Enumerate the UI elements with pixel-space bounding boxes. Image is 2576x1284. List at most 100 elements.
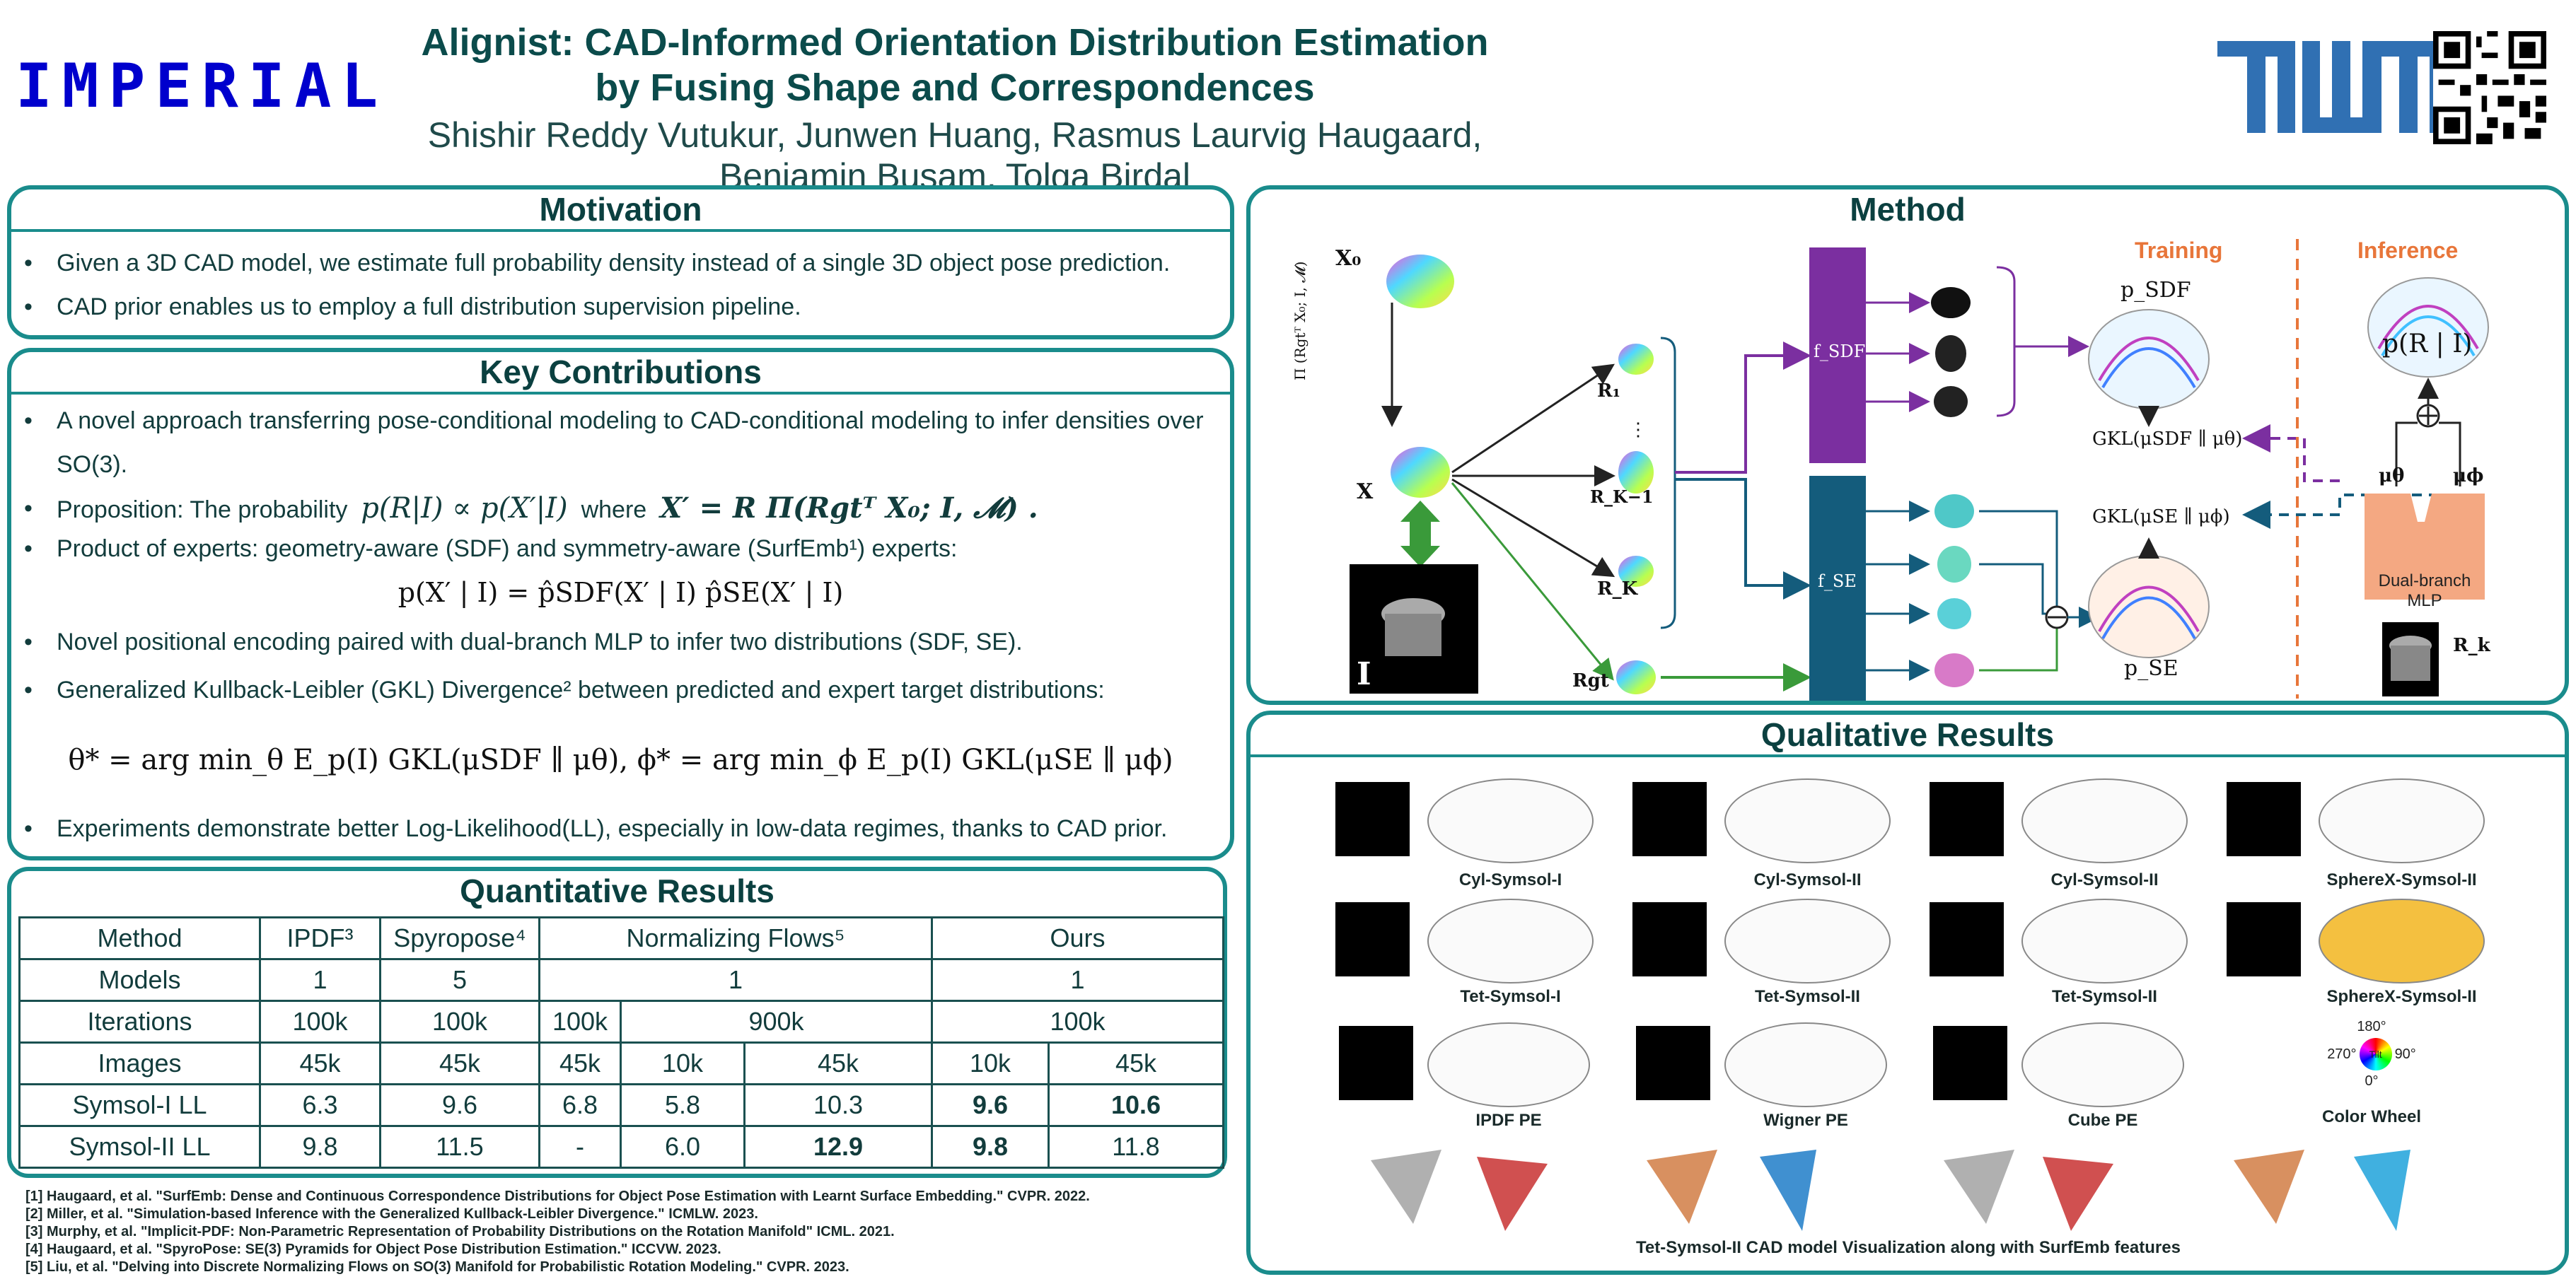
tetrahedron-surfemb — [2354, 1150, 2410, 1231]
table-cell: IPDF³ — [259, 916, 381, 960]
results-table: Method IPDF³ Spyropose⁴ Normalizing Flow… — [18, 916, 1224, 1169]
label-p-r-given-i: p(R | I) — [2382, 329, 2473, 358]
label-rk-1: R_K−1 — [1590, 486, 1654, 507]
contributions-title: Key Contributions — [11, 352, 1230, 395]
caption-tet-symsol-i: Tet-Symsol-I — [1460, 987, 1561, 1006]
reference-4: [4] Haugaard, et al. "SpyroPose: SE(3) P… — [25, 1242, 721, 1257]
projected-model-x — [1391, 447, 1450, 498]
label-mu-phi: μϕ — [2453, 465, 2484, 486]
label-x: X — [1357, 479, 1374, 504]
wheel-right-label: 90° — [2394, 1046, 2416, 1062]
tetrahedron-surfemb — [1760, 1150, 1816, 1231]
motivation-bullet-1: Given a 3D CAD model, we estimate full p… — [24, 246, 1241, 280]
qualitative-panel: Qualitative Results Cyl-Symsol-I Cyl-Sym… — [1246, 711, 2569, 1275]
label-r1: R₁ — [1597, 380, 1620, 402]
motivation-title: Motivation — [11, 189, 1230, 232]
table-cell: 5 — [379, 958, 540, 1002]
caption-tet-symsol-ii-b: Tet-Symsol-II — [2052, 987, 2157, 1006]
table-cell: 1 — [931, 958, 1224, 1002]
label-r-k: R_k — [2453, 635, 2490, 656]
method-diagram — [1350, 239, 2489, 701]
method-panel: Method — [1246, 185, 2569, 705]
label-mu-theta: μθ — [2379, 465, 2405, 486]
table-cell: 9.8 — [931, 1125, 1050, 1169]
label-x0: X₀ — [1335, 246, 1362, 271]
title-line-2: by Fusing Shape and Correspondences — [595, 66, 1315, 109]
mollweide-plot — [1427, 778, 1594, 863]
table-cell: 100k — [538, 1000, 622, 1044]
table-cell: Symsol-I LL — [18, 1083, 261, 1127]
contribution-bullet-4: Novel positional encoding paired with du… — [24, 625, 1226, 659]
sdf-distribution-sphere — [2088, 309, 2210, 409]
wheel-left-label: 270° — [2327, 1046, 2357, 1062]
table-cell: 100k — [379, 1000, 540, 1044]
table-cell: 9.8 — [259, 1125, 381, 1169]
tetrahedron-gray — [1944, 1150, 2014, 1224]
table-cell: 6.8 — [538, 1083, 622, 1127]
caption-color-wheel: Color Wheel — [2321, 1107, 2421, 1126]
table-cell: 9.6 — [931, 1083, 1050, 1127]
table-cell: 900k — [620, 1000, 933, 1044]
reference-1: [1] Haugaard, et al. "SurfEmb: Dense and… — [25, 1189, 1090, 1204]
reference-5: [5] Liu, et al. "Delving into Discrete N… — [25, 1259, 849, 1275]
thumb-sphere — [2227, 902, 2301, 976]
quantitative-panel: Quantitative Results Method IPDF³ Spyrop… — [7, 867, 1227, 1178]
table-cell: 10k — [931, 1041, 1050, 1085]
table-row: Models 1 5 1 1 — [18, 958, 1224, 1002]
thumb-tetrahedron — [1335, 902, 1410, 976]
table-cell: 1 — [259, 958, 381, 1002]
mlp-line-2: MLP — [2407, 591, 2442, 610]
qr-code-icon — [2433, 31, 2546, 144]
thumb-cube — [1636, 1026, 1710, 1100]
table-cell: Iterations — [18, 1000, 261, 1044]
imperial-logo: IMPERIAL — [16, 51, 388, 122]
tetrahedron-surfemb — [2043, 1157, 2113, 1231]
table-cell: 10k — [620, 1041, 745, 1085]
mollweide-plot — [2021, 1022, 2184, 1107]
table-cell: 6.0 — [620, 1125, 745, 1169]
inference-label: Inference — [2357, 238, 2459, 263]
caption-ipdf-pe: IPDF PE — [1475, 1111, 1542, 1130]
label-dots: ⋮ — [1629, 419, 1647, 440]
table-cell: 10.6 — [1048, 1083, 1224, 1127]
contribution-bullet-2: Proposition: The probability p(R|I) ∝ p(… — [24, 486, 1226, 532]
table-cell: 45k — [1048, 1041, 1224, 1085]
label-image: I — [1357, 656, 1371, 692]
tetrahedron-visualization-row — [1371, 1150, 2410, 1231]
tetrahedron-surfemb — [1477, 1157, 1548, 1231]
gkl-objective-equation: θ* = arg min_θ E_p(I) GKL(μSDF ∥ μθ), ϕ*… — [68, 744, 1173, 776]
label-f-se: f_SE — [1818, 571, 1857, 591]
caption-spherex-symsol-ii: SphereX-Symsol-II — [2326, 870, 2477, 889]
table-cell: Images — [18, 1041, 261, 1085]
caption-tet-symsol-ii: Tet-Symsol-II — [1755, 987, 1860, 1006]
thumb-cylinder — [1632, 782, 1707, 856]
mollweide-plot — [2319, 778, 2485, 863]
mollweide-plot — [1724, 778, 1891, 863]
motivation-bullet-2: CAD prior enables us to employ a full di… — [24, 290, 1241, 324]
table-cell: 1 — [538, 958, 933, 1002]
table-cell: 11.8 — [1048, 1125, 1224, 1169]
thumb-sphere — [2227, 782, 2301, 856]
label-p-se: p_SE — [2124, 656, 2178, 681]
reference-2: [2] Miller, et al. "Simulation-based Inf… — [25, 1206, 758, 1222]
tetrahedron-orange — [2234, 1150, 2304, 1224]
wheel-top-label: 180° — [2357, 1019, 2386, 1034]
table-row: Method IPDF³ Spyropose⁴ Normalizing Flow… — [18, 916, 1224, 960]
dual-branch-mlp — [2365, 494, 2485, 600]
mollweide-plot — [1427, 1022, 1590, 1107]
mollweide-plot — [1724, 1022, 1887, 1107]
table-cell: 12.9 — [743, 1125, 933, 1169]
table-cell: 45k — [259, 1041, 381, 1085]
caption-cube-pe: Cube PE — [2067, 1111, 2138, 1130]
table-cell: Models — [18, 958, 261, 1002]
label-rk: R_K — [1597, 578, 1638, 600]
contribution-bullet-6: Experiments demonstrate better Log-Likel… — [24, 812, 1241, 846]
table-row: Images 45k 45k 45k 10k 45k 10k 45k — [18, 1041, 1224, 1085]
tum-logo — [2217, 41, 2447, 133]
table-cell: 100k — [259, 1000, 381, 1044]
label-dual-branch-mlp: Dual-branch MLP — [2365, 571, 2485, 611]
table-cell: 100k — [931, 1000, 1224, 1044]
training-label: Training — [2135, 238, 2223, 263]
label-p-sdf: p_SDF — [2120, 278, 2191, 303]
mollweide-plot — [2021, 778, 2188, 863]
